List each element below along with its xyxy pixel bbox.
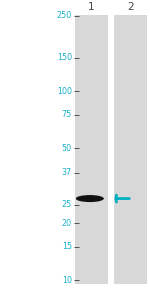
Bar (75, 15, 108, 284)
Text: 25: 25 (62, 200, 72, 209)
Text: 1: 1 (88, 2, 95, 12)
Text: 100: 100 (57, 87, 72, 96)
Text: 75: 75 (62, 110, 72, 119)
Text: 50: 50 (62, 144, 72, 153)
Bar (114, 15, 147, 284)
Ellipse shape (76, 195, 104, 202)
Text: 20: 20 (62, 219, 72, 228)
Text: 37: 37 (62, 168, 72, 177)
Text: 15: 15 (62, 242, 72, 251)
Text: 250: 250 (57, 11, 72, 21)
Text: 2: 2 (127, 2, 134, 12)
Text: 10: 10 (62, 275, 72, 285)
Text: 150: 150 (57, 53, 72, 62)
